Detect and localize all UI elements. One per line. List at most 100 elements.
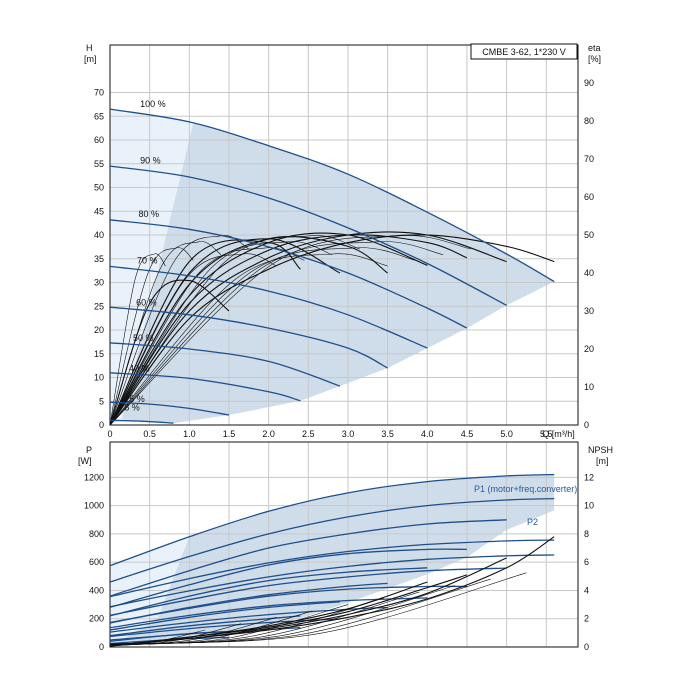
npsh-curve — [125, 581, 428, 645]
p2-curve — [109, 539, 555, 598]
p1-curve — [109, 497, 555, 583]
efficiency-curve — [109, 253, 166, 426]
x-tick-label: 2.5 — [302, 429, 315, 439]
head-curve — [109, 306, 388, 369]
speed-label: 8 % — [124, 402, 140, 412]
head-curve — [109, 219, 468, 329]
head-curve — [109, 372, 301, 402]
title-box — [470, 43, 578, 60]
x-tick-label: 3.5 — [381, 429, 394, 439]
x-tick-label: 5.5 — [540, 429, 553, 439]
x-tick-label: 3.0 — [342, 429, 355, 439]
efficiency-curve — [109, 238, 341, 426]
efficiency-curve — [109, 232, 428, 426]
p1-curve — [109, 473, 555, 567]
head-efficiency-chart: 0 0.5 1.0 1.5 2.0 2.5 3.0 3.5 4.0 4.5 5.0 5.5 0 5 10 15… — [84, 43, 601, 439]
efficiency-curve — [109, 239, 301, 426]
y-tick-label: 30 — [94, 278, 104, 288]
speed-label: 70 % — [137, 256, 158, 266]
y-tick-label: 200 — [89, 614, 104, 624]
head-curve — [109, 342, 341, 387]
y2-tick-label: 8 — [584, 529, 589, 539]
speed-label: 100 % — [140, 99, 166, 109]
plot-frame — [109, 44, 579, 426]
p2-curve — [109, 585, 467, 624]
head-curve — [109, 265, 428, 349]
y2-tick-label: 70 — [584, 154, 594, 164]
y-tick-label: 1200 — [84, 472, 104, 482]
y2-tick-label: 80 — [584, 116, 594, 126]
y2-tick-label: 50 — [584, 230, 594, 240]
power-npsh-chart: 0 200 400 600 800 1000 1200 0 2 4 6 8 10 12 P[W] NPSH[m… — [78, 441, 613, 652]
y-tick-label: 0 — [99, 642, 104, 652]
y-tick-label: 5 — [99, 396, 104, 406]
speed-label: 60 % — [136, 297, 157, 307]
x-tick-label: 0.5 — [143, 429, 156, 439]
p1-curve — [109, 615, 301, 637]
p1-curve — [109, 519, 507, 597]
y-tick-label: 55 — [94, 159, 104, 169]
y-tick-label: 0 — [99, 420, 104, 430]
efficiency-curve — [109, 253, 388, 426]
y2-axis-label: NPSH — [588, 445, 613, 455]
efficiency-curve — [109, 234, 468, 426]
y-tick-label: 60 — [94, 135, 104, 145]
y-tick-label: 45 — [94, 206, 104, 216]
x-tick-label: 5.0 — [500, 429, 513, 439]
efficiency-curve — [109, 247, 194, 426]
x-axis-label: Q [m³/h] — [542, 429, 575, 439]
y2-tick-label: 12 — [584, 472, 594, 482]
head-curve — [109, 108, 555, 283]
head-curve — [109, 165, 507, 306]
head-curve — [109, 401, 230, 416]
x-tick-label: 0 — [107, 429, 112, 439]
y-tick-label: 70 — [94, 88, 104, 98]
y2-axis-label: eta — [588, 43, 601, 53]
y2-axis-unit: [%] — [588, 54, 601, 64]
extended-operating-area — [110, 109, 194, 425]
y2-tick-label: 10 — [584, 382, 594, 392]
y-axis-unit: [m] — [84, 54, 97, 64]
y-tick-label: 35 — [94, 254, 104, 264]
y2-axis-unit: [m] — [596, 456, 609, 466]
y-axis-unit: [W] — [78, 456, 92, 466]
efficiency-curve — [109, 235, 471, 426]
y-tick-label: 400 — [89, 585, 104, 595]
head-curve — [109, 419, 174, 424]
operating-area — [121, 122, 555, 424]
y2-tick-label: 6 — [584, 557, 589, 567]
y-axis-label: P — [86, 445, 92, 455]
y-tick-label: 600 — [89, 557, 104, 567]
p1-curve — [109, 567, 428, 617]
x-tick-label: 1.0 — [183, 429, 196, 439]
efficiency-curve — [109, 241, 222, 426]
p1-curve — [109, 548, 467, 609]
efficiency-curve — [109, 247, 305, 426]
npsh-curve — [109, 572, 527, 644]
npsh-curve — [125, 557, 507, 645]
y2-tick-label: 0 — [584, 642, 589, 652]
efficiency-curve — [109, 241, 333, 426]
p1-curve — [109, 601, 341, 631]
y2-tick-label: 20 — [584, 344, 594, 354]
p2-curve — [109, 597, 428, 629]
y-tick-label: 40 — [94, 230, 104, 240]
y2-tick-label: 60 — [584, 192, 594, 202]
y-tick-label: 15 — [94, 349, 104, 359]
x-tick-label: 2.0 — [262, 429, 275, 439]
y2-tick-label: 10 — [584, 501, 594, 511]
speed-label: 90 % — [140, 155, 161, 165]
y2-tick-label: 30 — [584, 306, 594, 316]
chart-title: CMBE 3-62, 1*230 V — [482, 47, 566, 57]
y-tick-label: 10 — [94, 373, 104, 383]
speed-label: 40 % — [129, 363, 150, 373]
y2-tick-label: 40 — [584, 268, 594, 278]
y-tick-label: 65 — [94, 111, 104, 121]
speed-label: 80 % — [139, 209, 160, 219]
speed-label: 50 % — [133, 333, 154, 343]
plot-frame — [109, 441, 579, 648]
x-tick-label: 1.5 — [223, 429, 236, 439]
y2-tick-label: 90 — [584, 78, 594, 88]
y-tick-label: 20 — [94, 325, 104, 335]
